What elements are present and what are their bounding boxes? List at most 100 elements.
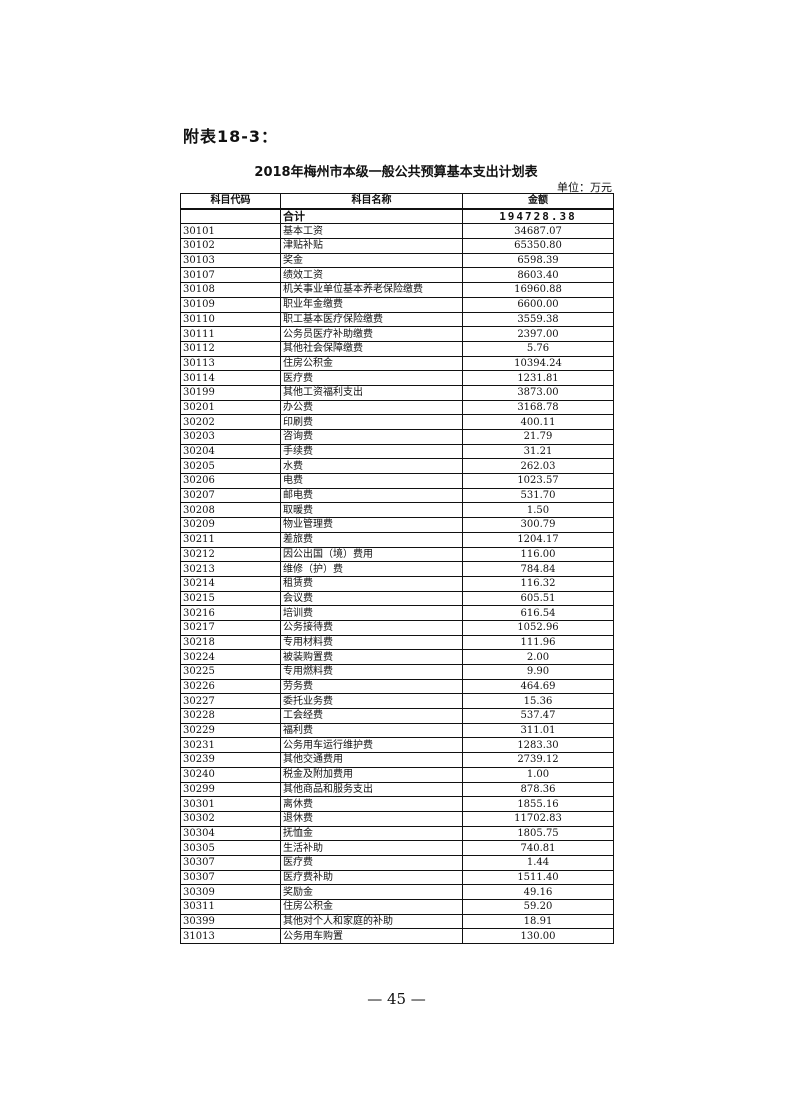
header-name: 科目名称 (280, 192, 463, 210)
row-code: 30304 (180, 825, 281, 842)
table-row: 30202 印刷费 400.11 (180, 414, 614, 430)
table-row: 30201 办公费 3168.78 (180, 399, 614, 416)
table-row: 30214 租赁费 116.32 (180, 575, 614, 592)
row-code: 30206 (180, 473, 281, 489)
table-row: 30302 退休费 11702.83 (180, 810, 614, 827)
row-amount: 740.81 (462, 840, 614, 856)
table-row: 30226 劳务费 464.69 (180, 678, 614, 695)
row-amount: 3559.38 (462, 311, 614, 328)
row-amount: 2.00 (462, 649, 614, 665)
row-name: 退休费 (280, 810, 463, 827)
table-row: 30240 税金及附加费用 1.00 (180, 766, 614, 783)
row-name: 专用燃料费 (280, 664, 463, 680)
table-row: 30213 维修（护）费 784.84 (180, 561, 614, 577)
row-name: 电费 (280, 473, 463, 489)
row-name: 职业年金缴费 (280, 296, 463, 313)
row-amount: 2397.00 (462, 326, 614, 342)
row-name: 公务员医疗补助缴费 (280, 326, 463, 342)
row-name: 其他社会保障缴费 (280, 340, 463, 357)
table-row: 30204 手续费 31.21 (180, 443, 614, 460)
table-row: 30109 职业年金缴费 6600.00 (180, 296, 614, 313)
row-code: 30107 (180, 267, 281, 284)
row-name: 工会经费 (280, 708, 463, 724)
row-name: 医疗费 (280, 854, 463, 871)
row-name: 因公出国（境）费用 (280, 546, 463, 563)
row-amount: 300.79 (462, 517, 614, 533)
document-title: 2018年梅州市本级一般公共预算基本支出计划表 (254, 165, 538, 180)
row-name: 差旅费 (280, 531, 463, 548)
row-amount: 59.20 (462, 899, 614, 915)
row-name: 培训费 (280, 605, 463, 621)
table-row: 31013 公务用车购置 130.00 (180, 928, 614, 945)
row-code: 30216 (180, 605, 281, 621)
row-amount: 31.21 (462, 443, 614, 460)
table-row: 30225 专用燃料费 9.90 (180, 664, 614, 680)
row-name: 住房公积金 (280, 355, 463, 372)
table-row: 30239 其他交通费用 2739.12 (180, 752, 614, 768)
row-code: 30229 (180, 722, 281, 739)
row-code: 30203 (180, 429, 281, 445)
row-name: 离休费 (280, 796, 463, 812)
row-code: 30225 (180, 664, 281, 680)
row-name: 基本工资 (280, 223, 463, 240)
row-code: 30103 (180, 252, 281, 269)
row-name: 职工基本医疗保险缴费 (280, 311, 463, 328)
header-amount: 金额 (462, 192, 614, 210)
row-amount: 8603.40 (462, 267, 614, 284)
row-amount: 18.91 (462, 913, 614, 930)
total-row: 合计 194728.38 (180, 208, 614, 225)
row-amount: 3873.00 (462, 384, 614, 401)
row-code: 30110 (180, 311, 281, 328)
row-code: 30302 (180, 810, 281, 827)
table-row: 30102 津贴补贴 65350.80 (180, 238, 614, 254)
header-row: 科目代码 科目名称 金额 (180, 192, 614, 210)
row-code: 30207 (180, 487, 281, 504)
row-name: 取暖费 (280, 502, 463, 519)
row-name: 奖金 (280, 252, 463, 269)
row-name: 抚恤金 (280, 825, 463, 842)
row-name: 物业管理费 (280, 517, 463, 533)
row-code: 30208 (180, 502, 281, 519)
row-amount: 1023.57 (462, 473, 614, 489)
row-amount: 2739.12 (462, 752, 614, 768)
row-name: 会议费 (280, 590, 463, 607)
row-name: 机关事业单位基本养老保险缴费 (280, 282, 463, 298)
row-code: 30215 (180, 590, 281, 607)
row-name: 办公费 (280, 399, 463, 416)
row-code: 30307 (180, 854, 281, 871)
row-name: 公务用车购置 (280, 928, 463, 945)
table-row: 30228 工会经费 537.47 (180, 708, 614, 724)
row-name: 住房公积金 (280, 899, 463, 915)
row-name: 租赁费 (280, 575, 463, 592)
row-code: 30305 (180, 840, 281, 856)
row-name: 其他交通费用 (280, 752, 463, 768)
header-code: 科目代码 (180, 192, 281, 210)
row-name: 被装购置费 (280, 649, 463, 665)
row-amount: 6600.00 (462, 296, 614, 313)
table-row: 30203 咨询费 21.79 (180, 429, 614, 445)
row-code: 30102 (180, 238, 281, 254)
table-row: 30216 培训费 616.54 (180, 605, 614, 621)
row-code: 30212 (180, 546, 281, 563)
total-amount: 194728.38 (462, 208, 614, 225)
row-amount: 311.01 (462, 722, 614, 739)
table-row: 30305 生活补助 740.81 (180, 840, 614, 856)
row-code: 30111 (180, 326, 281, 342)
table-row: 30231 公务用车运行维护费 1283.30 (180, 737, 614, 754)
row-name: 绩效工资 (280, 267, 463, 284)
table-row: 30217 公务接待费 1052.96 (180, 619, 614, 636)
row-amount: 116.00 (462, 546, 614, 563)
row-code: 30399 (180, 913, 281, 930)
row-amount: 116.32 (462, 575, 614, 592)
row-code: 30239 (180, 752, 281, 768)
row-amount: 34687.07 (462, 223, 614, 240)
row-amount: 9.90 (462, 664, 614, 680)
row-code: 30227 (180, 693, 281, 710)
row-name: 公务用车运行维护费 (280, 737, 463, 754)
row-code: 30218 (180, 634, 281, 651)
table-row: 30299 其他商品和服务支出 878.36 (180, 781, 614, 798)
table-row: 30101 基本工资 34687.07 (180, 223, 614, 240)
table-row: 30110 职工基本医疗保险缴费 3559.38 (180, 311, 614, 328)
row-amount: 616.54 (462, 605, 614, 621)
table-row: 30108 机关事业单位基本养老保险缴费 16960.88 (180, 282, 614, 298)
